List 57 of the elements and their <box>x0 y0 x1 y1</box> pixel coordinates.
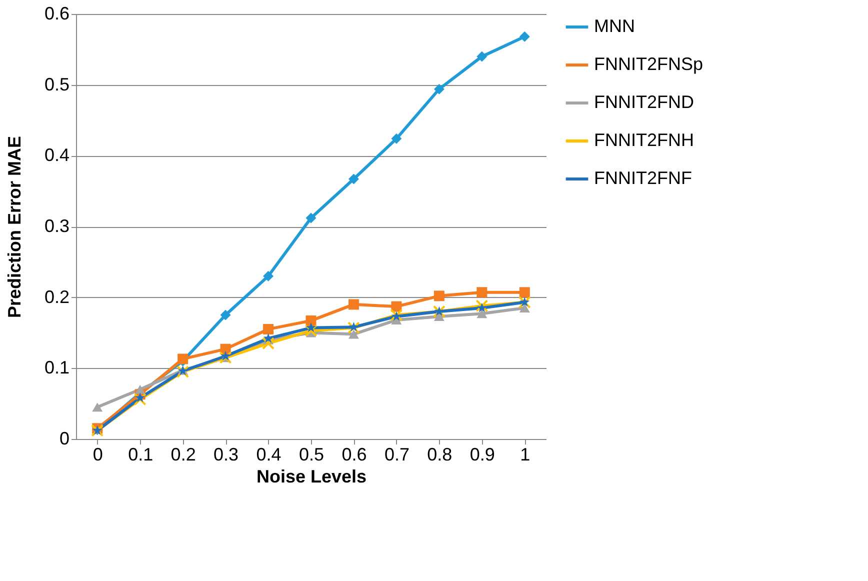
point <box>220 350 231 360</box>
x-tick-label: 0.9 <box>470 444 495 464</box>
point <box>348 322 359 332</box>
point <box>390 308 403 322</box>
x-axis-title: Noise Levels <box>256 466 367 486</box>
legend-label: MNN <box>594 16 635 36</box>
point <box>306 212 316 224</box>
point <box>262 337 275 350</box>
x-tick-label: 0.1 <box>128 444 154 464</box>
point <box>304 324 318 337</box>
x-tick-label: 0.7 <box>384 444 410 464</box>
point <box>135 392 146 402</box>
point <box>476 300 488 312</box>
x-tick-label: 0.6 <box>342 444 367 464</box>
x-tick-label: 0.3 <box>214 444 239 464</box>
point <box>519 31 530 42</box>
y-tick-label: 0 <box>59 428 70 448</box>
y-tick-label: 0.4 <box>44 145 70 166</box>
point <box>519 303 530 312</box>
point <box>391 311 402 321</box>
point <box>476 51 488 62</box>
y-tick-label: 0.2 <box>44 286 70 307</box>
point <box>434 84 444 94</box>
point <box>134 393 146 406</box>
point <box>476 287 488 298</box>
x-tick-label: 0 <box>92 444 103 464</box>
point <box>391 133 402 144</box>
legend-label: FNNIT2FND <box>594 92 694 112</box>
point <box>476 309 488 318</box>
point <box>92 402 103 412</box>
point <box>434 290 444 302</box>
point <box>348 174 359 184</box>
point <box>391 301 402 312</box>
point <box>220 310 231 320</box>
x-tick-label: 0.5 <box>298 444 324 464</box>
y-tick-label: 0.5 <box>44 74 70 94</box>
point <box>306 322 316 332</box>
point <box>348 299 359 310</box>
point <box>348 330 359 339</box>
x-tick-label: 0.8 <box>427 444 452 464</box>
legend-label: FNNIT2FNF <box>594 168 692 188</box>
y-tick-label: 0.6 <box>44 4 70 24</box>
x-tick-label: 0.2 <box>170 444 196 464</box>
point <box>347 322 360 334</box>
point <box>134 384 146 394</box>
point <box>176 365 190 378</box>
point <box>263 270 274 282</box>
legend-label: FNNIT2FNSp <box>594 54 704 74</box>
legend-label: FNNIT2FNH <box>594 130 694 150</box>
point <box>519 287 530 298</box>
x-tick-label: 0.4 <box>256 444 282 464</box>
x-tick-label: 1 <box>520 444 530 464</box>
point <box>476 302 487 312</box>
point <box>263 324 274 334</box>
y-tick-label: 0.3 <box>44 216 70 236</box>
y-axis-title: Prediction Error MAE <box>4 136 24 318</box>
y-tick-label: 0.1 <box>44 358 70 378</box>
